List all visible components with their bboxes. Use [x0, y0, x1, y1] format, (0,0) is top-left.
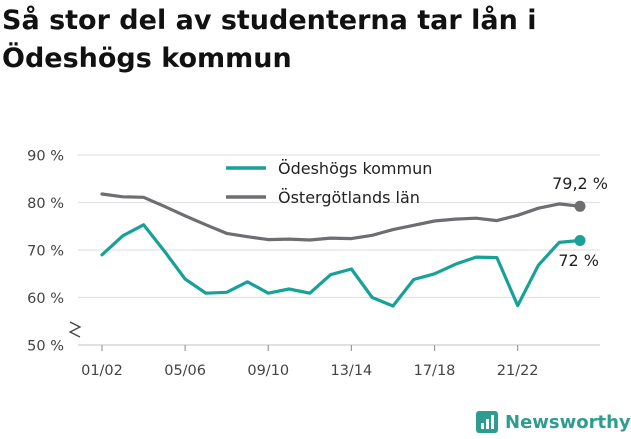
- legend-label: Ödeshögs kommun: [278, 159, 432, 178]
- x-axis: 01/02 05/06 09/10 13/14 17/18 21/22: [68, 321, 600, 379]
- brand[interactable]: Newsworthy: [476, 407, 631, 437]
- legend-label: Östergötlands län: [278, 188, 420, 207]
- x-tick-label: 01/02: [81, 363, 123, 379]
- brand-name: Newsworthy: [505, 411, 631, 433]
- series-endpoint: [574, 200, 586, 212]
- y-tick-label: 60 %: [27, 291, 64, 307]
- x-tick-label: 09/10: [247, 363, 289, 379]
- x-tick-label: 17/18: [414, 363, 456, 379]
- series-endpoint: [574, 235, 586, 246]
- legend: Ödeshögs kommun Östergötlands län: [226, 159, 432, 207]
- x-tick-label: 05/06: [164, 363, 206, 379]
- end-labels: 79,2 % 72 %: [552, 174, 608, 270]
- series-lines: [100, 192, 586, 308]
- chart-title: Så stor del av studenterna tar lån i Öde…: [2, 5, 537, 74]
- y-tick-label: 70 %: [27, 244, 64, 260]
- axis-break-icon: [68, 321, 82, 338]
- y-tick-label: 90 %: [27, 149, 64, 165]
- grid-lines: 50 % 60 % 70 % 80 % 90 %: [27, 149, 600, 355]
- x-tick-label: 13/14: [330, 363, 372, 379]
- series-line: [100, 223, 582, 308]
- series-line: [100, 192, 582, 242]
- end-label: 79,2 %: [552, 174, 608, 193]
- end-label: 72 %: [558, 251, 599, 270]
- y-tick-label: 80 %: [27, 196, 64, 212]
- bar-chart-icon: [476, 411, 498, 433]
- x-tick-label: 21/22: [497, 363, 539, 379]
- y-tick-label: 50 %: [27, 339, 64, 355]
